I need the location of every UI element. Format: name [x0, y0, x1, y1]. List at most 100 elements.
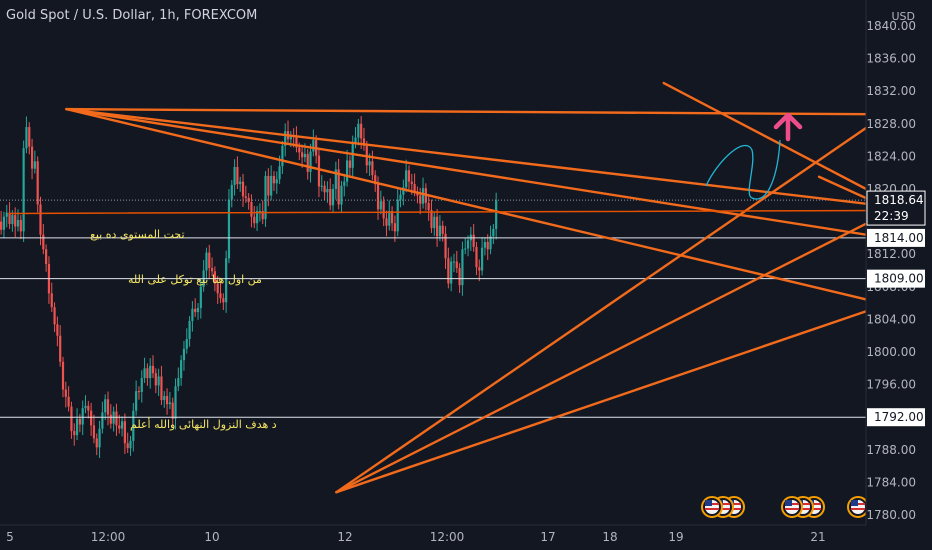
candle-body: [360, 123, 363, 139]
candle-body: [42, 234, 45, 250]
economic-event-flag-icon[interactable]: [701, 496, 723, 518]
candle-body: [104, 399, 107, 413]
economic-event-flag-icon[interactable]: [781, 496, 803, 518]
candle-body: [73, 431, 76, 436]
candle-body: [298, 147, 301, 153]
candle-body: [385, 218, 388, 226]
price-tick: 1812.00: [866, 247, 916, 261]
price-tick: 1824.00: [866, 149, 916, 163]
candle-body: [438, 225, 442, 237]
candle-body: [149, 365, 152, 379]
candle-body: [115, 411, 118, 426]
price-axis-panel[interactable]: [866, 0, 932, 525]
time-axis-ticks: 5 12:00 10 12 12:00 17 18 19 21: [6, 530, 825, 544]
candle-body: [362, 138, 366, 146]
candle-body: [14, 215, 17, 227]
candle-body: [236, 166, 239, 185]
horizontal-levels-layer: [0, 199, 866, 418]
candle-body: [340, 185, 343, 205]
candle-body: [70, 406, 73, 432]
level-price-label: 1809.00: [874, 272, 924, 286]
candle-body: [233, 166, 236, 185]
trendline[interactable]: [335, 42, 932, 494]
candle-body: [289, 136, 292, 140]
candle-body: [264, 175, 267, 220]
candle-body: [75, 418, 79, 436]
price-tick: 1836.00: [866, 52, 916, 66]
candle-body: [388, 211, 391, 226]
candle-body: [461, 249, 464, 286]
trendline[interactable]: [65, 107, 932, 116]
candle-body: [323, 185, 326, 193]
candle-body: [483, 241, 487, 248]
time-tick: 21: [810, 530, 825, 544]
time-axis-panel[interactable]: [0, 525, 932, 550]
trendline[interactable]: [335, 0, 932, 494]
candle-body: [435, 216, 439, 237]
level-price-label: 1792.00: [874, 410, 924, 424]
candle-body: [216, 283, 219, 294]
economic-event-flag-icon[interactable]: [847, 496, 869, 518]
candle-body: [433, 216, 436, 229]
candle-body: [230, 184, 233, 200]
candle-body: [39, 204, 42, 235]
level-note: د هدف النزول النهائى والله أعلم: [130, 417, 277, 431]
candle-body: [421, 188, 425, 204]
candle-body: [210, 268, 214, 272]
candle-body: [163, 396, 166, 401]
candle-body: [331, 189, 335, 206]
candle-body: [466, 240, 470, 249]
trendline[interactable]: [662, 81, 932, 376]
level-note: من اول هنا بيع توكل على الله: [128, 273, 262, 286]
candle-body: [185, 338, 188, 349]
time-tick: 12:00: [91, 530, 126, 544]
trendline[interactable]: [8, 209, 932, 215]
candle-body: [165, 396, 169, 405]
candle-body: [337, 169, 340, 205]
price-tick: 1804.00: [866, 312, 916, 326]
time-tick: 18: [602, 530, 617, 544]
candle-body: [56, 324, 59, 336]
candle-body: [312, 140, 315, 152]
candle-body: [205, 252, 208, 271]
candle-body: [123, 421, 126, 444]
candle-body: [196, 307, 200, 313]
candle-body: [475, 246, 478, 268]
candle-body: [143, 368, 146, 379]
trendline[interactable]: [335, 189, 932, 494]
time-tick: 12: [337, 530, 352, 544]
candle-body: [5, 212, 8, 217]
candle-body: [464, 248, 467, 250]
trendline[interactable]: [65, 107, 932, 246]
trendline[interactable]: [65, 107, 932, 384]
candle-body: [87, 405, 90, 411]
candle-body: [396, 199, 399, 232]
candles-layer: [0, 116, 498, 458]
candle-body: [275, 179, 278, 184]
candle-body: [126, 443, 129, 449]
candle-body: [50, 293, 53, 308]
candle-body: [407, 170, 411, 182]
projection-curve: [705, 139, 781, 200]
candle-body: [129, 440, 132, 449]
candle-body: [137, 391, 141, 393]
currency-label: USD: [891, 10, 915, 23]
price-tick: 1788.00: [866, 443, 916, 457]
price-axis-labels: 1814.00 1809.00 1792.00 1818.64 22:39: [866, 190, 926, 427]
candle-body: [455, 261, 458, 269]
candle-body: [458, 268, 461, 286]
candle-body: [371, 161, 374, 176]
candle-body: [329, 189, 332, 206]
candle-body: [281, 145, 284, 167]
level-price-box: [867, 408, 925, 427]
candle-body: [120, 421, 124, 429]
trendlines-layer: [8, 0, 932, 494]
candle-body: [258, 211, 261, 213]
candle-body: [345, 160, 349, 182]
candle-body: [326, 189, 329, 193]
candle-body: [33, 161, 36, 169]
trendline[interactable]: [65, 107, 932, 291]
candle-body: [168, 402, 171, 405]
candle-body: [452, 261, 456, 263]
